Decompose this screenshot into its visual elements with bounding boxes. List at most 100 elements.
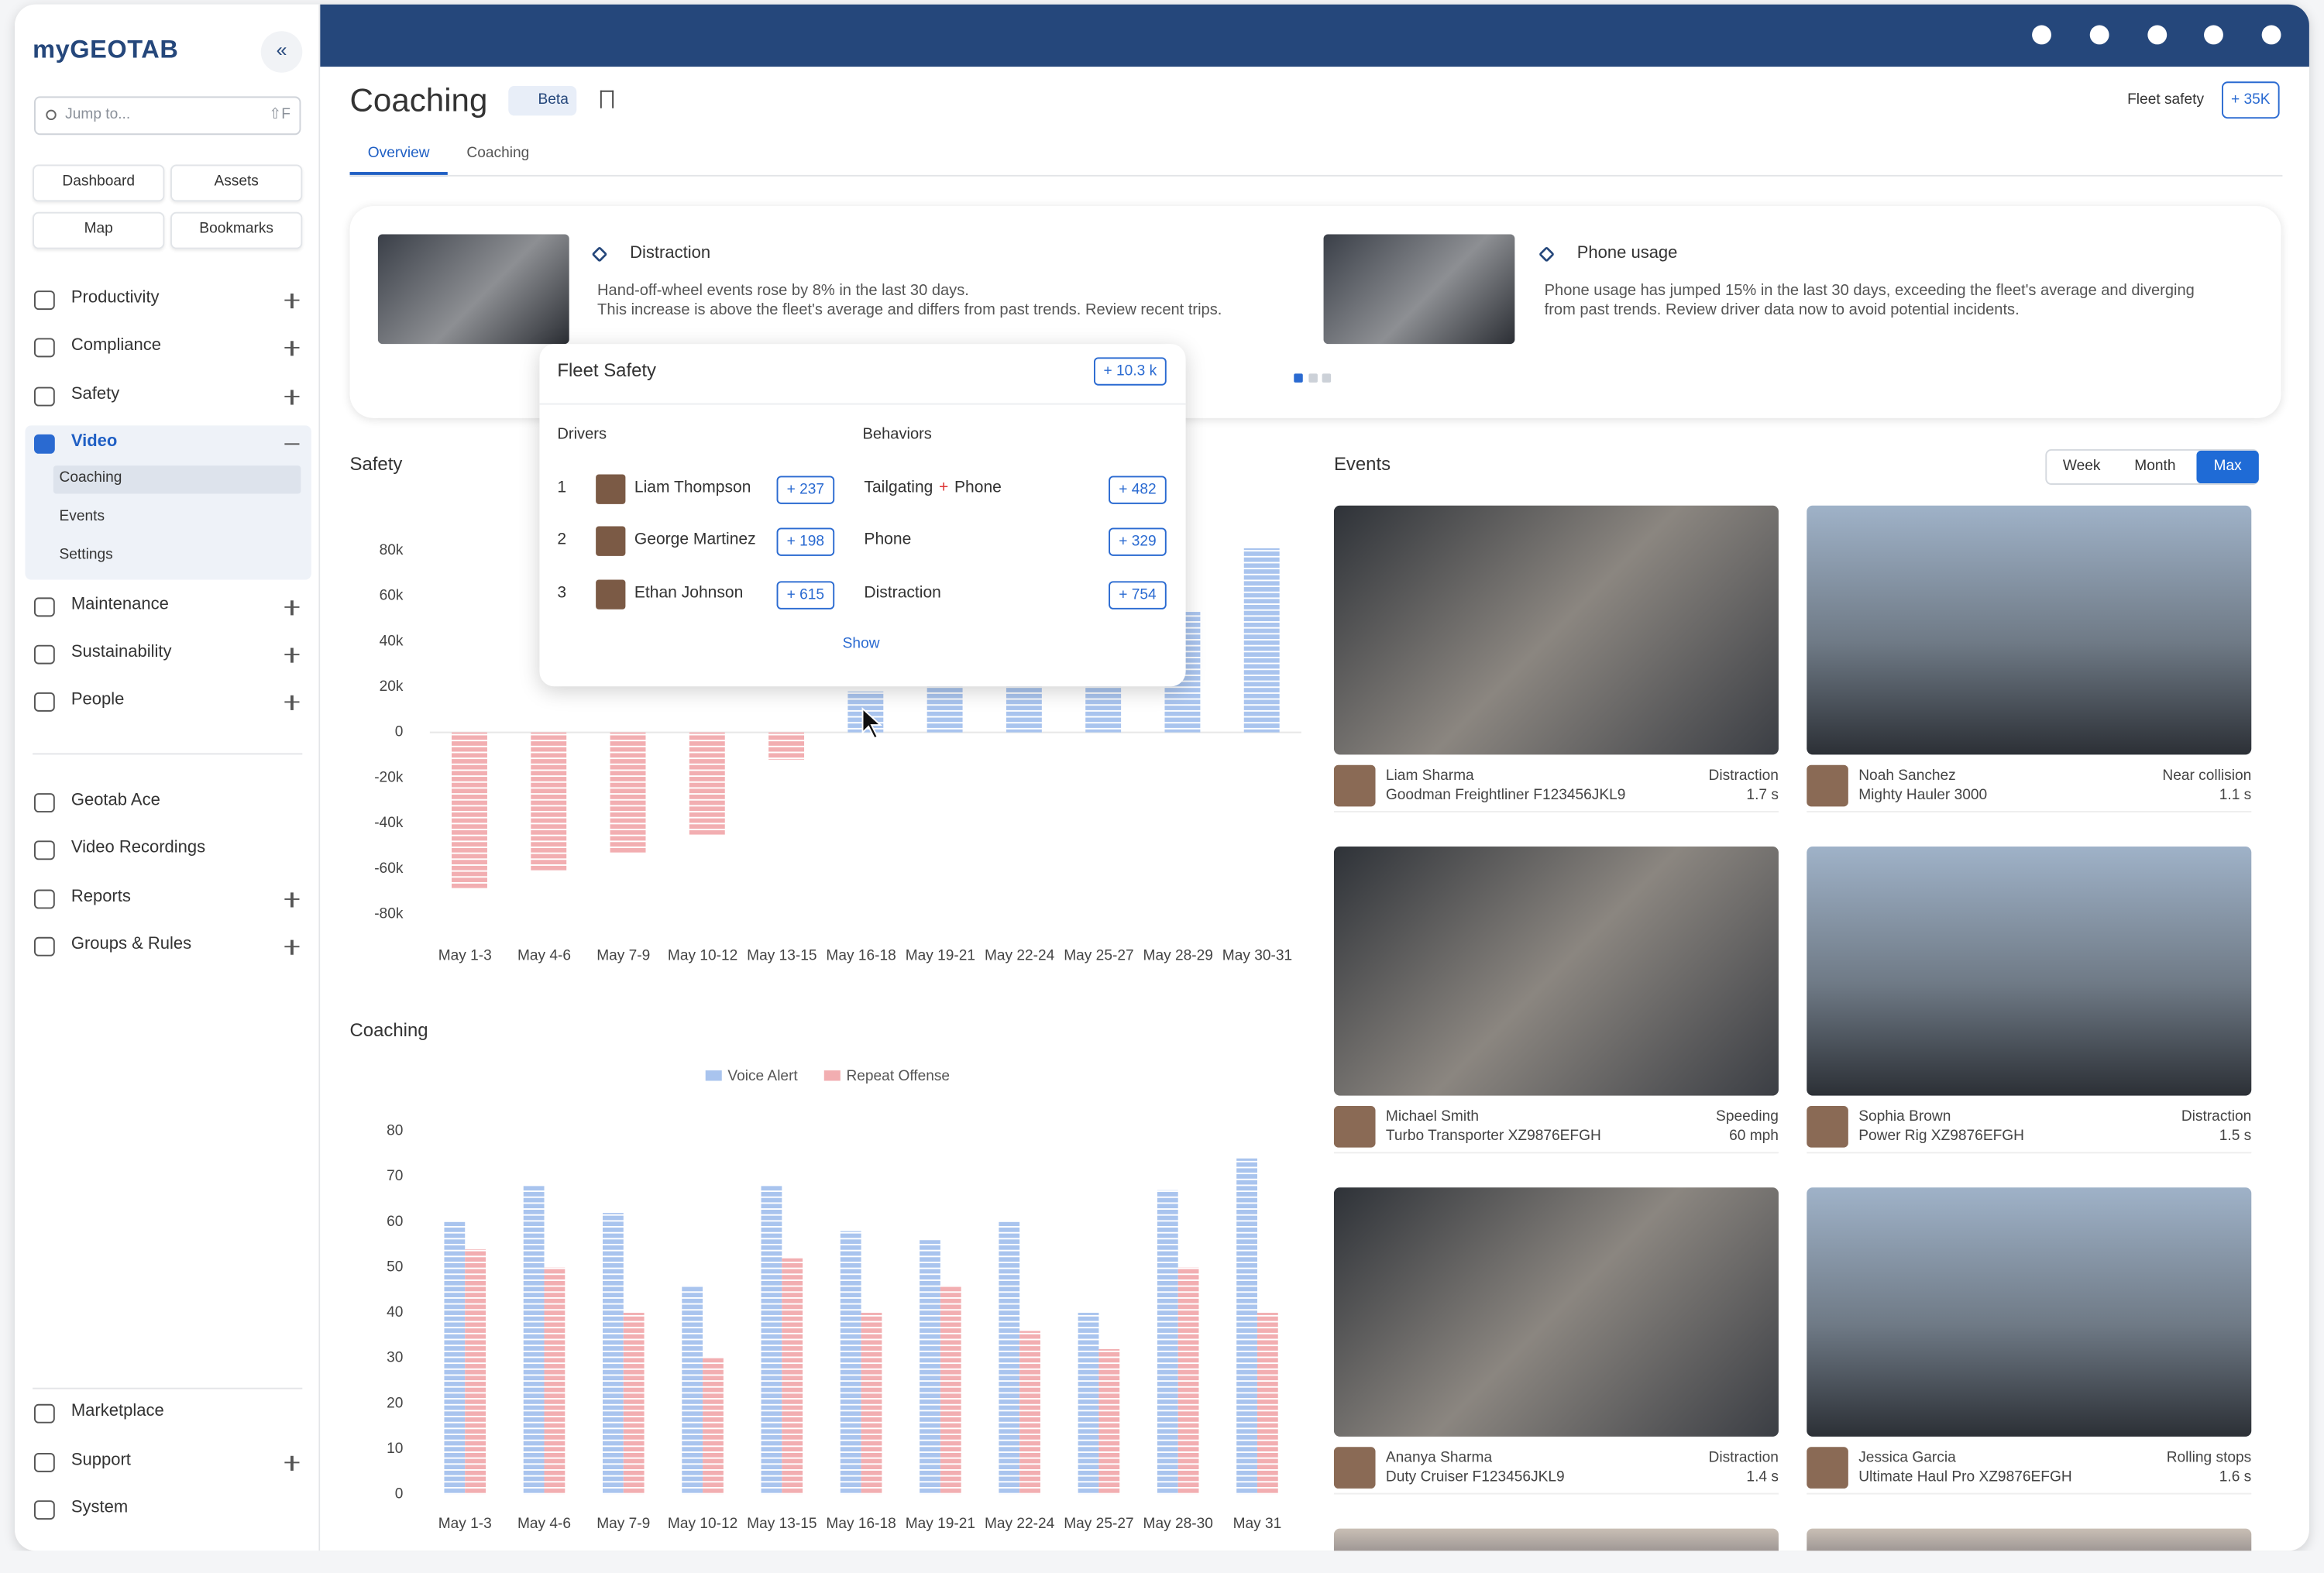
event-image[interactable] <box>1333 847 1779 1096</box>
event-image[interactable] <box>1807 847 2252 1096</box>
nav-icon <box>34 386 55 407</box>
toggle-v <box>290 694 294 709</box>
nav-item[interactable]: Productivity <box>70 289 160 307</box>
bar <box>544 1267 566 1495</box>
x-tick-label: May 1-3 <box>438 1516 492 1532</box>
event-driver: Jessica Garcia <box>1858 1450 1956 1467</box>
behavior-label: Phone <box>864 531 1071 551</box>
bookmark-icon[interactable] <box>600 90 614 108</box>
tab[interactable]: Coaching <box>466 145 530 162</box>
insight-image <box>377 234 569 345</box>
avatar <box>596 526 626 556</box>
sub-nav-item[interactable]: Coaching <box>59 469 122 486</box>
top-icon[interactable] <box>2204 25 2223 45</box>
event-image[interactable] <box>1333 505 1779 755</box>
top-icon[interactable] <box>2147 25 2168 45</box>
driver-name[interactable]: Ethan Johnson <box>634 584 744 603</box>
bar <box>1236 1158 1257 1495</box>
nav-item[interactable]: Video <box>70 432 118 451</box>
driver-name[interactable]: George Martinez <box>634 531 756 549</box>
toggle-v <box>290 293 294 308</box>
top-icon[interactable] <box>2261 25 2281 45</box>
behavior-part: Phone <box>864 531 912 549</box>
sub-nav-item[interactable]: Events <box>59 508 105 525</box>
y-tick-label: -60k <box>374 860 404 877</box>
insight-text: This increase is above the fleet's avera… <box>597 301 1222 319</box>
bar <box>940 1285 961 1495</box>
event-image[interactable] <box>1807 1187 2252 1437</box>
range-button[interactable]: Month <box>2134 458 2176 475</box>
quick-link[interactable] <box>33 211 165 249</box>
top-icon[interactable] <box>2032 25 2051 45</box>
nav-item[interactable]: Geotab Ace <box>70 792 160 810</box>
count-badge[interactable]: + 10.3 k <box>1093 357 1167 386</box>
driver-name[interactable]: Liam Thompson <box>634 479 751 497</box>
sub-nav-item[interactable]: Settings <box>59 547 113 564</box>
count-badge[interactable]: + 482 <box>1109 476 1167 504</box>
range-button[interactable]: Max <box>2196 450 2259 484</box>
count-badge[interactable]: + 329 <box>1109 527 1167 556</box>
event-driver: Ananya Sharma <box>1385 1450 1493 1467</box>
bar <box>1157 1190 1178 1495</box>
bar <box>840 1231 861 1495</box>
rank: 3 <box>557 584 567 603</box>
x-tick-label: May 30-31 <box>1222 948 1292 964</box>
quick-link[interactable] <box>33 164 165 202</box>
count-badge[interactable]: + 237 <box>776 476 835 504</box>
y-tick-label: -40k <box>374 815 404 831</box>
carousel-dot[interactable] <box>1322 373 1332 383</box>
nav-item[interactable]: Reports <box>70 888 131 906</box>
x-tick-label: May 7-9 <box>596 948 650 964</box>
nav-item[interactable]: People <box>70 691 125 709</box>
bar <box>682 1285 703 1495</box>
avatar <box>1333 764 1376 807</box>
nav-icon <box>34 644 55 665</box>
y-tick-label: 80 <box>387 1123 403 1139</box>
nav-icon <box>34 840 55 860</box>
range-button[interactable]: Week <box>2062 458 2101 475</box>
carousel-dot[interactable] <box>1294 373 1303 383</box>
nav-icon <box>34 290 55 311</box>
top-icon[interactable] <box>2089 25 2109 45</box>
nav-item[interactable]: Safety <box>70 385 120 404</box>
count-badge[interactable]: + 615 <box>776 581 835 610</box>
bar <box>1098 1348 1120 1495</box>
nav-item[interactable]: System <box>70 1499 129 1517</box>
quick-link[interactable] <box>170 164 303 202</box>
event-image[interactable] <box>1333 1187 1779 1437</box>
collapse-button[interactable]: « <box>260 31 303 73</box>
nav-icon <box>34 1500 55 1520</box>
nav-item[interactable]: Maintenance <box>70 596 169 614</box>
event-type: Speeding <box>1716 1108 1779 1125</box>
y-tick-label: -20k <box>374 769 404 785</box>
toggle-v <box>290 939 294 954</box>
count-badge[interactable]: + 754 <box>1109 581 1167 610</box>
quick-link[interactable] <box>170 211 303 249</box>
nav-item[interactable]: Groups & Rules <box>70 935 192 953</box>
show-link[interactable]: Show <box>842 636 880 653</box>
fleet-badge[interactable]: + 35K <box>2221 81 2280 119</box>
search-box[interactable] <box>34 96 301 136</box>
y-tick-label: 10 <box>387 1441 403 1457</box>
carousel-dot[interactable] <box>1308 373 1318 383</box>
nav-item[interactable]: Video Recordings <box>70 839 206 857</box>
nav-icon <box>34 434 55 454</box>
toggle-v <box>290 891 294 907</box>
nav-item[interactable]: Marketplace <box>70 1402 164 1420</box>
count-badge[interactable]: + 198 <box>776 527 835 556</box>
nav-item[interactable]: Support <box>70 1451 131 1470</box>
section-title: Safety <box>349 453 403 475</box>
event-image[interactable] <box>1807 505 2252 755</box>
behavior-label: Tailgating + Phone <box>864 479 1071 500</box>
event-value: 1.1 s <box>2219 787 2252 804</box>
tab[interactable]: Overview <box>367 145 430 162</box>
insight-title: Distraction <box>630 244 711 263</box>
event-divider <box>1333 811 1779 812</box>
event-driver: Liam Sharma <box>1385 768 1474 785</box>
bar <box>603 1213 624 1495</box>
search-icon <box>46 109 57 121</box>
nav-item[interactable]: Compliance <box>70 336 162 355</box>
insight-title: Phone usage <box>1576 244 1678 263</box>
nav-item[interactable]: Sustainability <box>70 643 172 661</box>
